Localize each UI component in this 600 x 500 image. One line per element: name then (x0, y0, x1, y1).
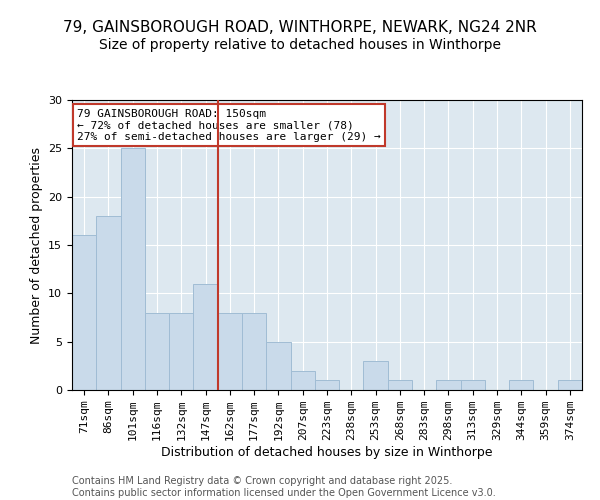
Bar (364, 361, 388, 390)
Bar (242, 312, 266, 390)
X-axis label: Distribution of detached houses by size in Winthorpe: Distribution of detached houses by size … (161, 446, 493, 459)
Bar (193, 284, 218, 390)
Text: 79 GAINSBOROUGH ROAD: 150sqm
← 72% of detached houses are smaller (78)
27% of se: 79 GAINSBOROUGH ROAD: 150sqm ← 72% of de… (77, 108, 381, 142)
Bar (72, 236, 96, 390)
Bar (266, 342, 290, 390)
Bar (315, 380, 339, 390)
Text: Contains HM Land Registry data © Crown copyright and database right 2025.
Contai: Contains HM Land Registry data © Crown c… (72, 476, 496, 498)
Bar (145, 312, 169, 390)
Y-axis label: Number of detached properties: Number of detached properties (29, 146, 43, 344)
Bar (436, 380, 461, 390)
Text: 79, GAINSBOROUGH ROAD, WINTHORPE, NEWARK, NG24 2NR: 79, GAINSBOROUGH ROAD, WINTHORPE, NEWARK… (63, 20, 537, 35)
Bar (96, 216, 121, 390)
Bar (558, 380, 582, 390)
Bar (290, 370, 315, 390)
Bar (509, 380, 533, 390)
Bar (461, 380, 485, 390)
Bar (121, 148, 145, 390)
Bar (169, 312, 193, 390)
Text: Size of property relative to detached houses in Winthorpe: Size of property relative to detached ho… (99, 38, 501, 52)
Bar (388, 380, 412, 390)
Bar (218, 312, 242, 390)
